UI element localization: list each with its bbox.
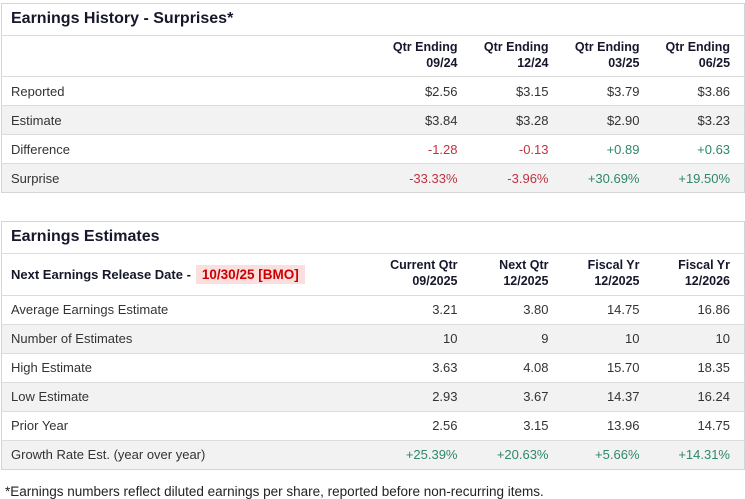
table-row-low-estimate: Low Estimate 2.93 3.67 14.37 16.24	[1, 381, 745, 411]
cell-value: +19.50%	[653, 163, 745, 193]
row-label: Average Earnings Estimate	[1, 294, 381, 324]
cell-value: -1.28	[380, 134, 472, 164]
column-header-line1: Current Qtr	[390, 258, 458, 273]
cell-value: $3.15	[471, 76, 563, 106]
cell-value: +14.31%	[653, 439, 745, 469]
row-label: Surprise	[1, 163, 381, 193]
cell-value: +5.66%	[562, 439, 654, 469]
column-header: Fiscal Yr 12/2025	[562, 253, 654, 295]
cell-value: $3.23	[653, 105, 745, 135]
cell-value: +0.89	[562, 134, 654, 164]
column-header: Qtr Ending 09/24	[380, 34, 472, 77]
table-row-reported: Reported $2.56 $3.15 $3.79 $3.86	[1, 76, 745, 106]
column-header-line2: 09/2025	[412, 273, 458, 288]
cell-value: 3.21	[380, 294, 472, 324]
cell-value: 13.96	[562, 410, 654, 440]
cell-value: 14.75	[653, 410, 745, 440]
earnings-footnote: *Earnings numbers reflect diluted earnin…	[5, 483, 544, 499]
cell-value: $3.84	[380, 105, 472, 135]
release-date-label: Next Earnings Release Date -	[11, 266, 191, 282]
row-label: Growth Rate Est. (year over year)	[1, 439, 381, 469]
cell-value: 10	[653, 323, 745, 353]
row-label: Low Estimate	[1, 381, 381, 411]
table-row-surprise: Surprise -33.33% -3.96% +30.69% +19.50%	[1, 163, 745, 193]
table-row-average-estimate: Average Earnings Estimate 3.21 3.80 14.7…	[1, 294, 745, 324]
column-header-line1: Qtr Ending	[574, 40, 640, 54]
earnings-history-table: Earnings History - Surprises* Qtr Ending…	[1, 3, 745, 194]
cell-value: +0.63	[653, 134, 745, 164]
column-header: Qtr Ending 06/25	[653, 34, 745, 77]
cell-value: +20.63%	[471, 439, 563, 469]
earnings-estimates-table: Earnings Estimates Next Earnings Release…	[1, 221, 745, 470]
cell-value: 2.56	[380, 410, 472, 440]
cell-value: 3.67	[471, 381, 563, 411]
row-label: High Estimate	[1, 352, 381, 382]
cell-value: 14.37	[562, 381, 654, 411]
cell-value: +25.39%	[380, 439, 472, 469]
next-earnings-release: Next Earnings Release Date -10/30/25 [BM…	[1, 253, 381, 295]
table-title-row: Earnings History - Surprises*	[2, 4, 745, 36]
cell-value: 16.24	[653, 381, 745, 411]
row-label: Reported	[1, 76, 381, 106]
cell-value: 14.75	[562, 294, 654, 324]
row-label: Number of Estimates	[1, 323, 381, 353]
release-date-value: 10/30/25 [BMO]	[195, 264, 305, 284]
column-header-line1: Qtr Ending	[665, 40, 731, 54]
cell-value: 4.08	[471, 352, 563, 382]
table-row-estimate: Estimate $3.84 $3.28 $2.90 $3.23	[1, 105, 745, 135]
table-row-growth-rate: Growth Rate Est. (year over year) +25.39…	[1, 439, 745, 469]
table-header-row: Qtr Ending 09/24 Qtr Ending 12/24 Qtr En…	[1, 34, 745, 77]
column-header-line2: 06/25	[698, 55, 731, 70]
column-header: Qtr Ending 03/25	[562, 34, 654, 77]
cell-value: $2.90	[562, 105, 654, 135]
cell-value: 16.86	[653, 294, 745, 324]
column-header-line1: Qtr Ending	[483, 40, 549, 54]
column-header: Next Qtr 12/2025	[471, 253, 563, 295]
cell-value: 3.63	[380, 352, 472, 382]
cell-value: 10	[380, 323, 472, 353]
column-header-line1: Fiscal Yr	[587, 258, 640, 273]
column-header-line1: Qtr Ending	[392, 40, 458, 54]
column-header-line2: 12/2025	[594, 273, 640, 288]
cell-value: 18.35	[653, 352, 745, 382]
cell-value: 2.93	[380, 381, 472, 411]
row-label: Prior Year	[1, 410, 381, 440]
column-header: Qtr Ending 12/24	[471, 34, 563, 77]
cell-value: $3.28	[471, 105, 563, 135]
column-header: Fiscal Yr 12/2026	[653, 253, 745, 295]
table-header-row: Next Earnings Release Date -10/30/25 [BM…	[1, 253, 745, 295]
cell-value: $3.86	[653, 76, 745, 106]
cell-value: -33.33%	[380, 163, 472, 193]
row-label: Difference	[1, 134, 381, 164]
cell-value: $3.79	[562, 76, 654, 106]
cell-value: 3.15	[471, 410, 563, 440]
column-header-line1: Next Qtr	[499, 258, 549, 273]
table-row-difference: Difference -1.28 -0.13 +0.89 +0.63	[1, 134, 745, 164]
cell-value: 3.80	[471, 294, 563, 324]
table-row-high-estimate: High Estimate 3.63 4.08 15.70 18.35	[1, 352, 745, 382]
column-header-line2: 03/25	[608, 55, 640, 70]
table-title-row: Earnings Estimates	[2, 222, 745, 254]
cell-value: -0.13	[471, 134, 563, 164]
table-row-number-of-estimates: Number of Estimates 10 9 10 10	[1, 323, 745, 353]
cell-value: $2.56	[380, 76, 472, 106]
cell-value: 15.70	[562, 352, 654, 382]
cell-value: 9	[471, 323, 563, 353]
table-row-prior-year: Prior Year 2.56 3.15 13.96 14.75	[1, 410, 745, 440]
cell-value: -3.96%	[471, 163, 563, 193]
column-header-line2: 12/24	[517, 55, 549, 70]
column-header: Current Qtr 09/2025	[380, 253, 472, 295]
earnings-history-title: Earnings History - Surprises*	[11, 10, 234, 27]
cell-value: +30.69%	[562, 163, 654, 193]
column-header-line2: 12/2025	[503, 273, 549, 288]
column-header-line2: 12/2026	[684, 273, 730, 288]
empty-header-cell	[1, 34, 381, 77]
column-header-line2: 09/24	[426, 55, 458, 70]
cell-value: 10	[562, 323, 654, 353]
row-label: Estimate	[1, 105, 381, 135]
earnings-estimates-title: Earnings Estimates	[11, 228, 160, 246]
column-header-line1: Fiscal Yr	[678, 258, 730, 273]
